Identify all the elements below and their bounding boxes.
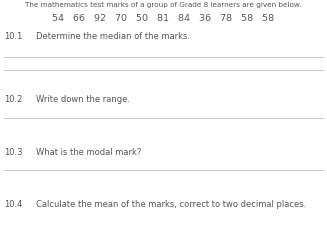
Text: The mathematics test marks of a group of Grade 8 learners are given below.: The mathematics test marks of a group of… [25, 2, 301, 8]
Text: Write down the range.: Write down the range. [36, 95, 130, 104]
Text: 10.4: 10.4 [4, 200, 22, 209]
Text: Calculate the mean of the marks, correct to two decimal places.: Calculate the mean of the marks, correct… [36, 200, 306, 209]
Text: 10.3: 10.3 [4, 148, 23, 157]
Text: What is the modal mark?: What is the modal mark? [36, 148, 141, 157]
Text: Determine the median of the marks.: Determine the median of the marks. [36, 32, 190, 41]
Text: 54   66   92   70   50   81   84   36   78   58   58: 54 66 92 70 50 81 84 36 78 58 58 [52, 14, 274, 23]
Text: 10.2: 10.2 [4, 95, 22, 104]
Text: 10.1: 10.1 [4, 32, 22, 41]
